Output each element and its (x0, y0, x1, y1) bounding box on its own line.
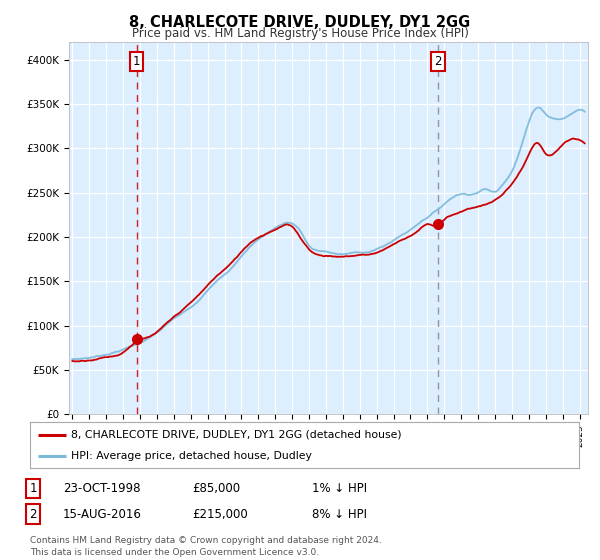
Text: £85,000: £85,000 (192, 482, 240, 495)
Text: 8, CHARLECOTE DRIVE, DUDLEY, DY1 2GG: 8, CHARLECOTE DRIVE, DUDLEY, DY1 2GG (130, 15, 470, 30)
Text: 15-AUG-2016: 15-AUG-2016 (63, 507, 142, 521)
Text: 23-OCT-1998: 23-OCT-1998 (63, 482, 140, 495)
Text: 8% ↓ HPI: 8% ↓ HPI (312, 507, 367, 521)
Text: 1: 1 (29, 482, 37, 495)
Text: Contains HM Land Registry data © Crown copyright and database right 2024.
This d: Contains HM Land Registry data © Crown c… (30, 536, 382, 557)
Text: Price paid vs. HM Land Registry's House Price Index (HPI): Price paid vs. HM Land Registry's House … (131, 27, 469, 40)
Text: 2: 2 (434, 55, 442, 68)
Text: 8, CHARLECOTE DRIVE, DUDLEY, DY1 2GG (detached house): 8, CHARLECOTE DRIVE, DUDLEY, DY1 2GG (de… (71, 430, 402, 440)
Text: 2: 2 (29, 507, 37, 521)
Text: 1% ↓ HPI: 1% ↓ HPI (312, 482, 367, 495)
Text: £215,000: £215,000 (192, 507, 248, 521)
Text: HPI: Average price, detached house, Dudley: HPI: Average price, detached house, Dudl… (71, 451, 312, 461)
Text: 1: 1 (133, 55, 140, 68)
